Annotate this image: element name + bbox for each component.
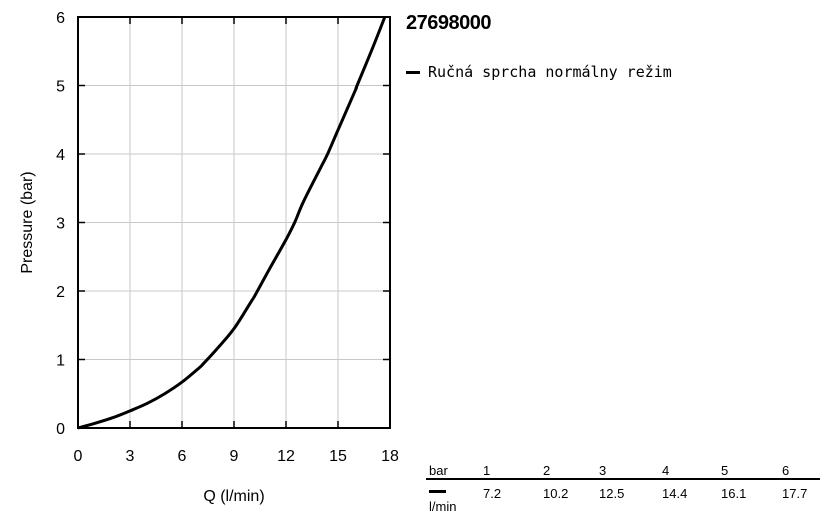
y-tick-label: 2 bbox=[56, 284, 65, 301]
table-pressure-cell: 2 bbox=[543, 463, 551, 478]
y-tick-label: 3 bbox=[56, 216, 65, 233]
x-tick-label: 15 bbox=[329, 448, 347, 465]
chart-title: 27698000 bbox=[406, 12, 491, 34]
table-header-label: bar bbox=[429, 463, 448, 478]
x-tick-label: 3 bbox=[126, 448, 135, 465]
table-row-swatch bbox=[429, 490, 446, 493]
table-flow-cell: 10.2 bbox=[543, 486, 569, 501]
table-pressure-cell: 6 bbox=[782, 463, 790, 478]
x-tick-label: 18 bbox=[381, 448, 399, 465]
table-flow-cell: 7.2 bbox=[483, 486, 502, 501]
pressure-flow-table: bar l/min 1 2 3 4 5 6 7.2 10.2 12.5 14.4 16.1 17.7 bbox=[426, 460, 820, 520]
chart-grid bbox=[78, 17, 390, 428]
y-tick-label: 1 bbox=[56, 353, 65, 370]
y-tick-label: 5 bbox=[56, 79, 65, 96]
table-pressure-cell: 3 bbox=[599, 463, 607, 478]
x-tick-label: 12 bbox=[277, 448, 295, 465]
y-tick-label: 0 bbox=[56, 421, 65, 438]
x-axis-label: Q (l/min) bbox=[203, 488, 264, 505]
x-tick-label: 9 bbox=[230, 448, 239, 465]
table-header-rule bbox=[426, 478, 820, 480]
x-tick-label: 0 bbox=[74, 448, 83, 465]
table-flow-cell: 12.5 bbox=[599, 486, 625, 501]
y-tick-label: 4 bbox=[56, 147, 65, 164]
legend-swatch bbox=[406, 70, 420, 74]
legend: Ručná sprcha normálny režim bbox=[406, 63, 672, 81]
x-tick-label: 6 bbox=[178, 448, 187, 465]
table-row-label: l/min bbox=[429, 499, 457, 514]
table-pressure-cell: 5 bbox=[721, 463, 729, 478]
y-axis-label: Pressure (bar) bbox=[19, 171, 36, 273]
table-pressure-cell: 1 bbox=[483, 463, 491, 478]
series-line bbox=[77, 16, 387, 430]
legend-label: Ručná sprcha normálny režim bbox=[428, 63, 672, 81]
table-pressure-cell: 4 bbox=[662, 463, 670, 478]
y-tick-label: 6 bbox=[56, 10, 65, 27]
table-flow-cell: 17.7 bbox=[782, 486, 808, 501]
table-flow-cell: 16.1 bbox=[721, 486, 747, 501]
table-flow-cell: 14.4 bbox=[662, 486, 688, 501]
plot-frame bbox=[77, 16, 391, 429]
